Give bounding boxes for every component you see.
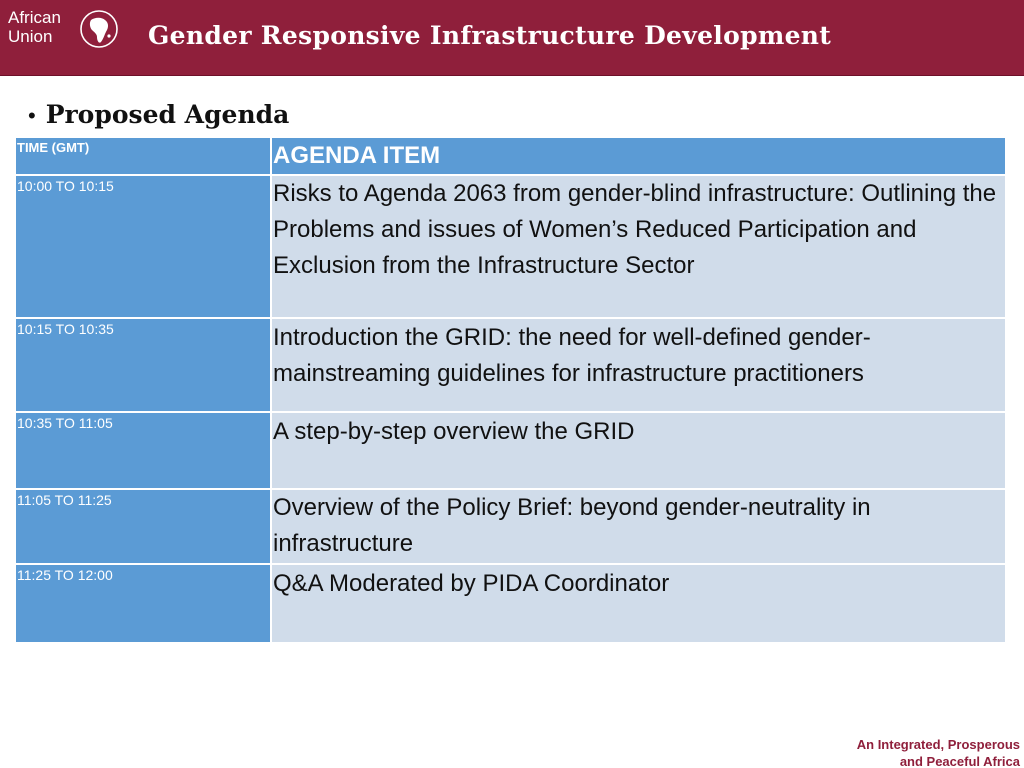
africa-globe-icon xyxy=(80,10,118,48)
header-bar: African Union Gender Responsive Infrastr… xyxy=(0,0,1024,76)
logo-text: African Union xyxy=(8,8,61,46)
table-row: 11:25 TO 12:00 Q&A Moderated by PIDA Coo… xyxy=(14,563,1007,644)
logo-line-1: African xyxy=(8,8,61,27)
table-row: 11:05 TO 11:25 Overview of the Policy Br… xyxy=(14,488,1007,565)
row-item: Overview of the Policy Brief: beyond gen… xyxy=(270,488,1007,565)
logo-line-2: Union xyxy=(8,27,53,46)
footer-tagline: An Integrated, Prosperous and Peaceful A… xyxy=(720,736,1020,768)
table-row: 10:35 TO 11:05 A step-by-step overview t… xyxy=(14,411,1007,490)
row-item: Risks to Agenda 2063 from gender-blind i… xyxy=(270,174,1007,319)
table-row: 10:00 TO 10:15 Risks to Agenda 2063 from… xyxy=(14,174,1007,319)
tagline-line-1: An Integrated, Prosperous xyxy=(856,737,1020,752)
row-time: 11:05 TO 11:25 xyxy=(14,488,272,565)
table-header-row: TIME (GMT) AGENDA ITEM xyxy=(14,136,1007,176)
row-time: 10:00 TO 10:15 xyxy=(14,174,272,319)
section-heading-text: Proposed Agenda xyxy=(45,100,290,129)
column-header-item: AGENDA ITEM xyxy=(270,136,1007,176)
bullet-icon: • xyxy=(28,103,36,128)
agenda-table: TIME (GMT) AGENDA ITEM 10:00 TO 10:15 Ri… xyxy=(14,136,1007,644)
african-union-logo: African Union xyxy=(8,6,120,50)
row-item: A step-by-step overview the GRID xyxy=(270,411,1007,490)
row-time: 11:25 TO 12:00 xyxy=(14,563,272,644)
row-item: Introduction the GRID: the need for well… xyxy=(270,317,1007,413)
row-time: 10:35 TO 11:05 xyxy=(14,411,272,490)
row-item: Q&A Moderated by PIDA Coordinator xyxy=(270,563,1007,644)
row-time: 10:15 TO 10:35 xyxy=(14,317,272,413)
section-heading: • Proposed Agenda xyxy=(28,100,289,129)
table-row: 10:15 TO 10:35 Introduction the GRID: th… xyxy=(14,317,1007,413)
column-header-time: TIME (GMT) xyxy=(14,136,272,176)
tagline-line-2: and Peaceful Africa xyxy=(899,754,1020,768)
page-title: Gender Responsive Infrastructure Develop… xyxy=(148,21,832,50)
